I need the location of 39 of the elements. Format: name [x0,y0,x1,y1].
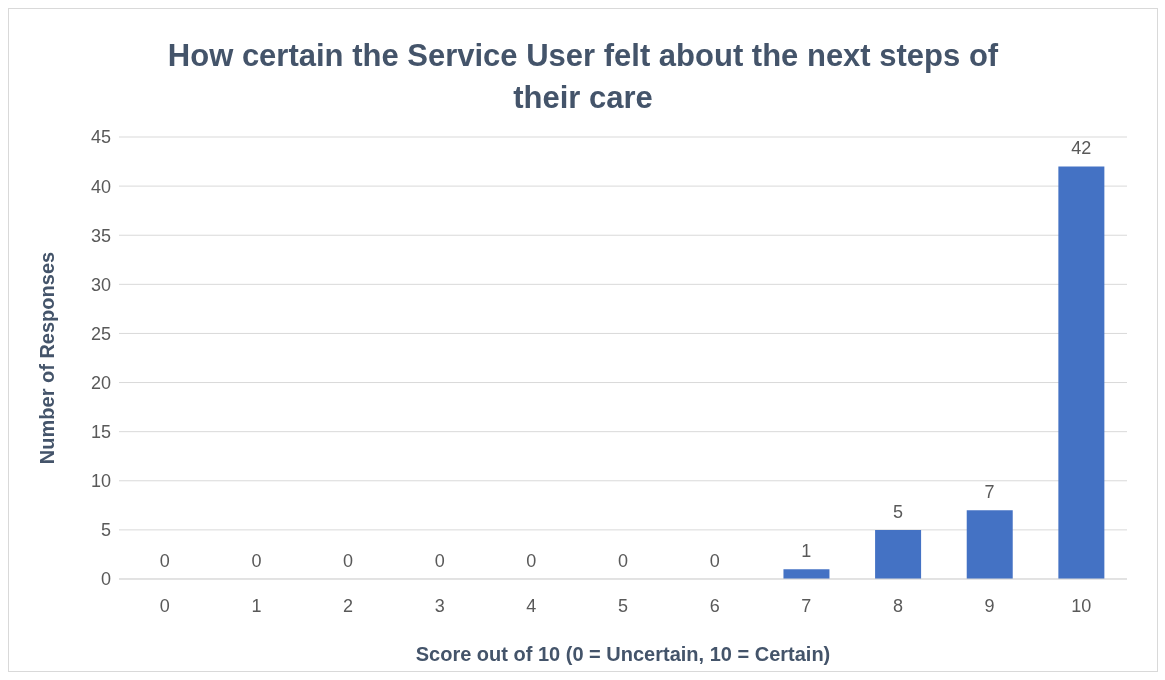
data-label: 5 [892,501,903,522]
data-label: 0 [343,551,354,571]
x-axis-title: Score out of 10 (0 = Uncertain, 10 = Certain) [415,643,831,665]
data-label: 0 [251,551,262,571]
chart-title: How certain the Service User felt about the next steps of their care [166,37,1000,117]
x-tick-label: 10 [1071,595,1092,616]
x-tick-label: 9 [984,595,995,616]
x-tick-label: 8 [892,595,903,616]
x-tick-label: 5 [617,595,629,616]
data-label: 1 [801,541,812,562]
data-label: 0 [526,551,537,571]
y-tick-label: 35 [90,225,111,246]
data-label: 7 [984,482,995,503]
x-tick-label: 0 [159,595,170,616]
y-tick-label: 10 [90,471,111,492]
data-label: 0 [434,551,445,571]
y-tick-label: 0 [100,569,111,590]
x-tick-label: 3 [434,595,445,616]
y-tick-label: 45 [90,127,111,148]
bar [966,510,1013,579]
x-tick-label: 6 [709,595,720,616]
x-tick-label: 1 [251,595,262,616]
x-tick-label: 2 [343,595,354,616]
y-tick-label: 25 [90,323,111,344]
x-tick-label: 7 [801,595,812,616]
bar [783,569,830,579]
data-label: 0 [709,551,720,571]
x-tick-label: 4 [526,595,537,616]
y-tick-label: 30 [90,274,111,295]
y-tick-label: 20 [90,372,111,393]
y-tick-label: 5 [100,520,111,541]
y-tick-label: 15 [90,422,111,443]
y-tick-label: 40 [90,176,111,197]
data-label: 0 [617,551,629,571]
y-axis-title: Number of Responses [36,251,59,465]
bar [875,529,922,579]
data-label: 0 [159,551,170,571]
data-label: 42 [1071,138,1092,159]
bar [1058,166,1105,579]
